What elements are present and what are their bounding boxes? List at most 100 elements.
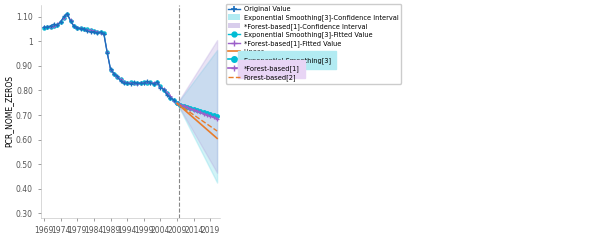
Original Value — [70, 25, 77, 27]
Forest hist — [40, 26, 47, 28]
Forest hist — [97, 31, 104, 34]
Forest hist — [120, 81, 127, 83]
Line: Exp smooth hist: Exp smooth hist — [43, 13, 179, 105]
Exp smooth hist — [157, 85, 164, 88]
Exp smooth hist — [80, 27, 88, 30]
Exp smooth hist — [147, 81, 154, 83]
Forest hist — [90, 29, 97, 32]
Original Value — [137, 82, 144, 85]
Forest hist — [104, 50, 111, 53]
Original Value — [147, 81, 154, 84]
Exp smooth hist — [77, 27, 84, 30]
Original Value — [107, 67, 114, 70]
Exp smooth hist — [50, 25, 58, 28]
Original Value — [67, 20, 74, 22]
Exp smooth hist — [140, 81, 148, 84]
Original Value — [83, 30, 91, 33]
Exp smooth hist — [64, 13, 71, 16]
Exp smooth hist — [113, 76, 121, 78]
Exp smooth hist — [173, 102, 181, 105]
Forest hist — [164, 91, 171, 94]
Original Value — [140, 82, 148, 85]
Forest hist — [157, 85, 164, 88]
Exp smooth hist — [67, 20, 74, 23]
Original Value — [53, 24, 61, 27]
Forest hist — [70, 25, 77, 27]
Original Value — [150, 82, 157, 85]
Original Value — [113, 75, 121, 78]
Exp smooth hist — [117, 78, 124, 81]
Original Value — [74, 26, 81, 29]
Exp smooth hist — [127, 81, 134, 84]
Forest hist — [167, 95, 174, 98]
Original Value — [47, 24, 54, 27]
Exp smooth hist — [90, 30, 97, 33]
Forest hist — [160, 88, 167, 91]
Original Value — [90, 30, 97, 33]
Forest hist — [74, 26, 81, 29]
Forest hist — [94, 30, 101, 33]
Original Value — [154, 81, 161, 83]
Forest hist — [47, 25, 54, 28]
Original Value — [130, 81, 137, 84]
Exp smooth hist — [164, 92, 171, 95]
Forest hist — [64, 13, 71, 16]
Original Value — [60, 15, 67, 18]
Forest hist — [80, 27, 88, 30]
Forest hist — [137, 81, 144, 84]
Forest hist — [57, 20, 64, 23]
Forest hist — [87, 29, 94, 32]
Original Value — [157, 86, 164, 89]
Original Value — [94, 31, 101, 34]
Exp smooth hist — [60, 16, 67, 19]
Forest hist — [83, 29, 91, 32]
Forest hist — [147, 81, 154, 84]
Forest hist — [77, 27, 84, 30]
Exp smooth hist — [104, 50, 111, 53]
Exp smooth hist — [154, 81, 161, 84]
Exp smooth hist — [170, 99, 178, 102]
Forest hist — [44, 26, 51, 29]
Forest hist — [140, 81, 148, 84]
Y-axis label: PCR_NOME_ZEROS: PCR_NOME_ZEROS — [4, 75, 13, 147]
Original Value — [57, 21, 64, 23]
Forest hist — [107, 69, 114, 72]
Original Value — [64, 12, 71, 15]
Exp smooth hist — [57, 21, 64, 23]
Forest hist — [100, 33, 107, 35]
Original Value — [50, 23, 58, 26]
Forest hist — [134, 82, 141, 85]
Exp smooth hist — [100, 31, 107, 34]
Exp smooth hist — [110, 72, 118, 75]
Exp smooth hist — [134, 82, 141, 85]
Original Value — [87, 31, 94, 33]
Original Value — [117, 80, 124, 82]
Forest hist — [130, 81, 137, 84]
Forest hist — [173, 101, 181, 104]
Exp smooth hist — [107, 69, 114, 72]
Forest hist — [170, 99, 178, 102]
Original Value — [97, 31, 104, 34]
Forest hist — [127, 81, 134, 84]
Line: Original Value: Original Value — [41, 11, 179, 105]
Exp smooth hist — [143, 81, 151, 84]
Original Value — [160, 88, 167, 91]
Original Value — [104, 52, 111, 54]
Forest hist — [53, 23, 61, 26]
Forest hist — [154, 81, 161, 84]
Exp smooth hist — [130, 81, 137, 84]
Exp smooth hist — [124, 81, 131, 84]
Exp smooth hist — [87, 28, 94, 31]
Original Value — [44, 26, 51, 29]
Forest hist — [110, 72, 118, 75]
Original Value — [127, 82, 134, 85]
Original Value — [134, 82, 141, 85]
Exp smooth hist — [47, 25, 54, 28]
Original Value — [167, 97, 174, 99]
Exp smooth hist — [94, 31, 101, 33]
Original Value — [164, 94, 171, 97]
Original Value — [110, 72, 118, 75]
Forest hist — [67, 19, 74, 22]
Exp smooth hist — [97, 31, 104, 34]
Forest hist — [124, 81, 131, 84]
